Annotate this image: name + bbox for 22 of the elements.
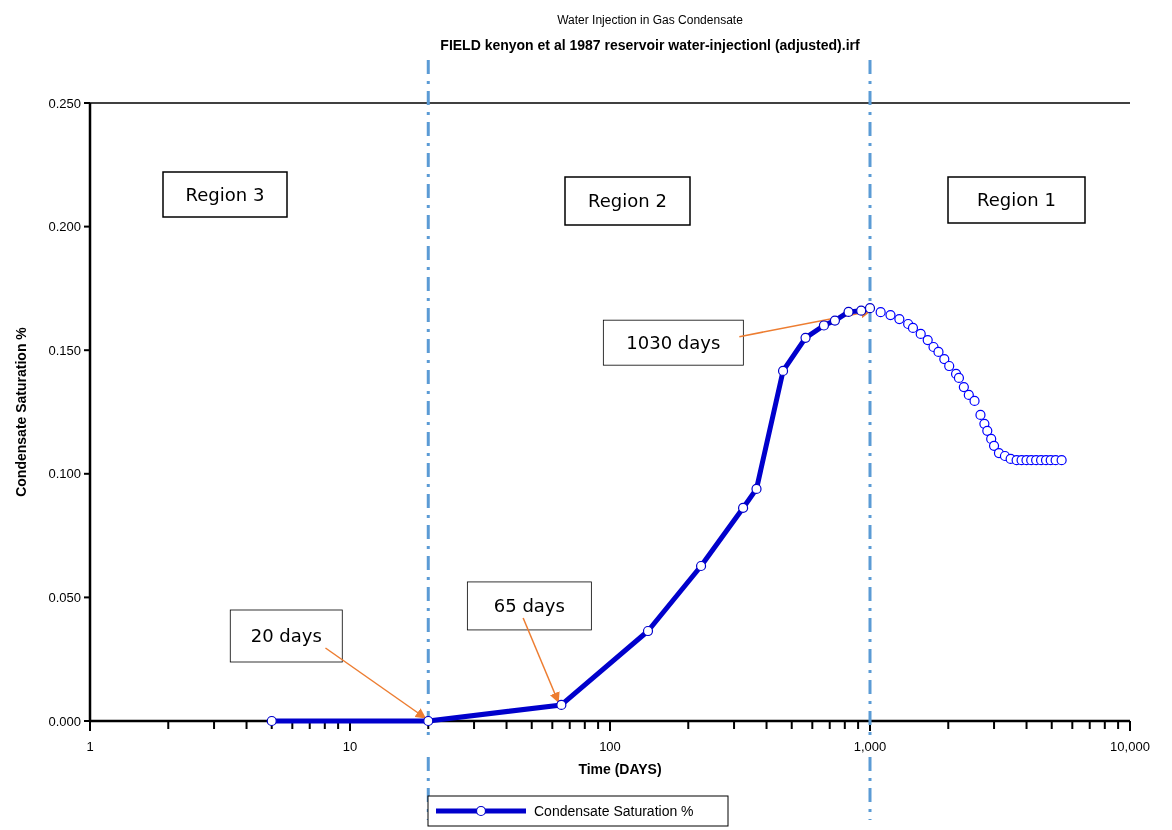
x-tick-label: 10,000: [1110, 739, 1150, 754]
chart-title: Water Injection in Gas Condensate: [557, 13, 744, 27]
annotation: Region 3: [185, 183, 265, 205]
y-tick-label: 0.200: [48, 219, 81, 235]
annotation: 65 days: [493, 595, 565, 617]
y-tick-label: 0.000: [48, 713, 81, 729]
y-axis-title: Condensate Saturation %: [13, 326, 29, 497]
x-tick-label: 1,000: [853, 739, 887, 754]
annotation: 20 days: [250, 625, 322, 647]
y-tick-label: 0.250: [48, 95, 81, 111]
annotation: Region 2: [588, 190, 667, 212]
text: Condensate Saturation %: [534, 802, 694, 819]
x-tick-label: 100: [599, 739, 621, 754]
x-tick-label: 10: [342, 739, 358, 754]
y-tick-label: 0.150: [48, 342, 81, 358]
annotation: 1030 days: [626, 331, 721, 353]
y-tick-label: 0.100: [48, 466, 81, 482]
x-tick-label: 1: [86, 739, 94, 754]
y-tick-label: 0.050: [48, 589, 81, 605]
chart-subtitle: FIELD kenyon et al 1987 reservoir water-injectionl (adjusted).irf: [440, 37, 861, 53]
annotation: Region 1: [977, 189, 1056, 211]
x-axis-title: Time (DAYS): [578, 761, 662, 777]
